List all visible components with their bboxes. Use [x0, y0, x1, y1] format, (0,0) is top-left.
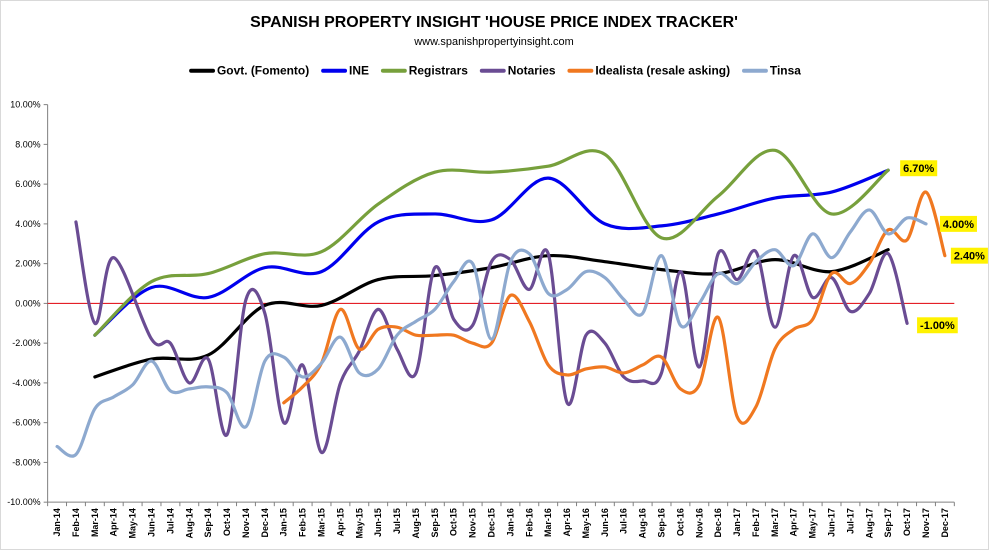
series-line-registrars: [93, 148, 890, 337]
x-tick-label: Oct-16: [675, 508, 685, 536]
x-tick-label: Nov-14: [241, 508, 251, 538]
y-tick-label: 0.00%: [15, 298, 40, 308]
x-tick-label: Dec-17: [940, 508, 950, 537]
data-label: -1.00%: [917, 317, 958, 334]
x-tick-label: Feb-16: [524, 508, 534, 537]
x-tick-label: Nov-17: [921, 508, 931, 538]
y-tick-label: 6.00%: [15, 179, 40, 189]
data-label-bg: [950, 247, 988, 264]
y-tick-label: -2.00%: [12, 338, 40, 348]
legend-label-notaries: Notaries: [508, 64, 556, 78]
data-label-bg: [939, 215, 977, 232]
data-label: 6.70%: [900, 160, 938, 177]
legend-label-tinsa: Tinsa: [770, 64, 801, 78]
x-tick-label: Aug-17: [864, 508, 874, 538]
x-tick-label: Jan-15: [279, 508, 289, 536]
x-tick-label: Apr-17: [789, 508, 799, 536]
x-tick-label: Feb-14: [71, 508, 81, 537]
x-tick-label: Apr-15: [335, 508, 345, 536]
x-tick-label: Dec-14: [260, 508, 270, 537]
data-label-text: -1.00%: [920, 320, 955, 332]
y-tick-label: 8.00%: [15, 139, 40, 149]
x-tick-label: May-17: [808, 508, 818, 538]
x-tick-label: Jul-15: [392, 508, 402, 534]
x-tick-label: Sep-14: [203, 508, 213, 537]
x-tick-label: Mar-14: [90, 508, 100, 537]
data-labels: 6.70% 4.00% 2.40% -1.00%: [900, 160, 988, 334]
x-tick-label: Nov-16: [694, 508, 704, 538]
x-tick-label: May-14: [128, 508, 138, 538]
chart-legend: Govt. (Fomento) INE Registrars Notaries Idea…: [189, 64, 801, 78]
x-tick-label: Jan-17: [732, 508, 742, 536]
data-label-text: 6.70%: [903, 163, 934, 175]
x-tick-label: Nov-15: [468, 508, 478, 538]
data-label-bg: [900, 160, 938, 177]
data-label: 2.40%: [950, 247, 988, 264]
x-tick-label: Sep-15: [430, 508, 440, 537]
legend-label-registrars: Registrars: [409, 64, 468, 78]
plot-area: [55, 148, 947, 458]
legend-label-idealista-resale-asking: Idealista (resale asking): [595, 64, 730, 78]
x-tick-label: Mar-15: [317, 508, 327, 537]
x-tick-label: Mar-17: [770, 508, 780, 537]
chart-title: SPANISH PROPERTY INSIGHT 'HOUSE PRICE IN…: [250, 14, 738, 31]
y-tick-label: -4.00%: [12, 378, 40, 388]
x-tick-label: Jul-14: [165, 508, 175, 534]
legend-label-ine: INE: [349, 64, 369, 78]
x-tick-label: Sep-16: [657, 508, 667, 537]
x-tick-label: Sep-17: [883, 508, 893, 537]
x-tick-label: Aug-16: [638, 508, 648, 538]
y-tick-label: 10.00%: [10, 100, 40, 110]
x-tick-label: Oct-17: [902, 508, 912, 536]
x-tick-label: Oct-14: [222, 508, 232, 536]
x-tick-label: Jul-16: [619, 508, 629, 534]
x-tick-label: Aug-15: [411, 508, 421, 538]
x-tick-label: Jan-16: [505, 508, 515, 536]
x-tick-label: Jan-14: [52, 508, 62, 536]
x-tick-label: Feb-15: [298, 508, 308, 537]
x-tick-label: Mar-16: [543, 508, 553, 537]
series-line-tinsa: [55, 208, 928, 458]
x-tick-label: Feb-17: [751, 508, 761, 537]
x-tick-label: Jun-15: [373, 508, 383, 537]
x-tick-label: Apr-14: [109, 508, 119, 536]
y-tick-label: 2.00%: [15, 259, 40, 269]
series-line-notaries: [74, 220, 909, 455]
x-tick-label: Dec-15: [487, 508, 497, 537]
x-tick-label: May-16: [581, 508, 591, 538]
y-tick-label: -6.00%: [12, 418, 40, 428]
x-tick-label: May-15: [354, 508, 364, 538]
x-tick-label: Jul-17: [845, 508, 855, 534]
x-tick-label: Jun-14: [147, 508, 157, 537]
series-line-idealista-resale-asking: [282, 190, 947, 425]
y-tick-label: -8.00%: [12, 457, 40, 467]
data-label: 4.00%: [939, 215, 977, 232]
y-tick-label: 4.00%: [15, 219, 40, 229]
chart-subtitle: www.spanishpropertyinsight.com: [413, 36, 573, 48]
x-tick-label: Dec-16: [713, 508, 723, 537]
x-tick-label: Jun-16: [600, 508, 610, 537]
x-tick-label: Jun-17: [827, 508, 837, 537]
chart-axes: -10.00% -8.00% -6.00% -4.00% -2.00% 0.00% 2.00…: [7, 100, 955, 539]
data-label-bg: [917, 317, 958, 334]
x-tick-label: Aug-14: [184, 508, 194, 538]
x-tick-label: Apr-16: [562, 508, 572, 536]
x-tick-label: Oct-15: [449, 508, 459, 536]
series-line-ine: [93, 168, 890, 337]
data-label-text: 2.40%: [954, 251, 985, 263]
data-label-text: 4.00%: [943, 219, 974, 231]
legend-label-govt-fomento: Govt. (Fomento): [217, 64, 309, 78]
y-tick-label: -10.00%: [7, 497, 40, 507]
